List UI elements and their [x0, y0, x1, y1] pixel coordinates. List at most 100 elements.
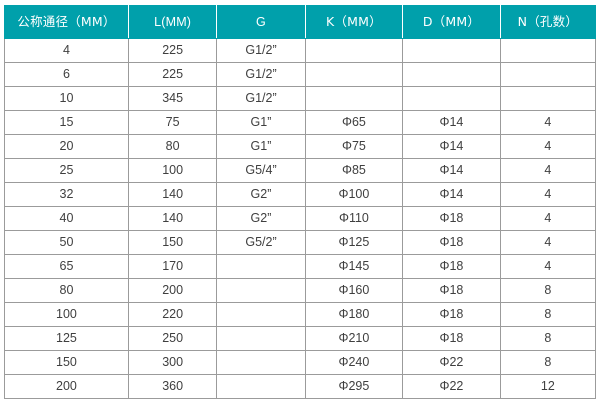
cell-n-holes: 8	[499, 278, 597, 303]
table-row: 4 225 G1/2”	[4, 38, 597, 63]
cell-length: 80	[127, 134, 218, 159]
cell-length: 250	[127, 326, 218, 351]
table-row: 150 300 Φ240 Φ22 8	[4, 350, 597, 375]
cell-n-holes: 4	[499, 158, 597, 183]
cell-thread: G1/2”	[216, 38, 306, 63]
cell-d: Φ14	[402, 182, 501, 207]
cell-thread: G5/2”	[216, 230, 306, 255]
cell-nominal-diameter: 10	[4, 86, 129, 111]
table-body: 4 225 G1/2” 6 225 G1/2” 10 345 G1/2” 15 75 G1” Φ65 Φ1…	[4, 38, 597, 399]
cell-length: 345	[127, 86, 218, 111]
table-row: 20 80 G1” Φ75 Φ14 4	[4, 134, 597, 159]
cell-length: 300	[127, 350, 218, 375]
table-row: 6 225 G1/2”	[4, 62, 597, 87]
cell-thread	[216, 254, 306, 279]
cell-n-holes: 12	[499, 374, 597, 399]
table-row: 100 220 Φ180 Φ18 8	[4, 302, 597, 327]
table-row: 125 250 Φ210 Φ18 8	[4, 326, 597, 351]
cell-length: 225	[127, 62, 218, 87]
cell-nominal-diameter: 40	[4, 206, 129, 231]
cell-d: Φ18	[402, 230, 501, 255]
cell-n-holes	[499, 38, 597, 63]
cell-d	[402, 86, 501, 111]
cell-thread	[216, 326, 306, 351]
cell-k: Φ100	[304, 182, 404, 207]
cell-n-holes: 8	[499, 326, 597, 351]
column-header-k: K（MM）	[304, 5, 404, 39]
cell-d: Φ18	[402, 302, 501, 327]
cell-thread	[216, 278, 306, 303]
cell-d: Φ18	[402, 278, 501, 303]
cell-k: Φ85	[304, 158, 404, 183]
cell-d: Φ22	[402, 350, 501, 375]
cell-k: Φ240	[304, 350, 404, 375]
cell-d	[402, 38, 501, 63]
cell-d: Φ18	[402, 206, 501, 231]
table-row: 80 200 Φ160 Φ18 8	[4, 278, 597, 303]
cell-thread: G1/2”	[216, 62, 306, 87]
cell-n-holes: 8	[499, 350, 597, 375]
cell-n-holes: 4	[499, 206, 597, 231]
cell-length: 140	[127, 206, 218, 231]
cell-thread: G2”	[216, 206, 306, 231]
cell-k: Φ110	[304, 206, 404, 231]
cell-thread: G1”	[216, 134, 306, 159]
cell-nominal-diameter: 50	[4, 230, 129, 255]
cell-length: 225	[127, 38, 218, 63]
cell-nominal-diameter: 25	[4, 158, 129, 183]
cell-k	[304, 62, 404, 87]
cell-nominal-diameter: 65	[4, 254, 129, 279]
cell-d: Φ18	[402, 254, 501, 279]
table-row: 25 100 G5/4” Φ85 Φ14 4	[4, 158, 597, 183]
cell-length: 170	[127, 254, 218, 279]
column-header-d: D（MM）	[402, 5, 501, 39]
cell-k: Φ160	[304, 278, 404, 303]
table-row: 15 75 G1” Φ65 Φ14 4	[4, 110, 597, 135]
pipe-specification-table: 公称通径（MM） L(MM) G K（MM） D（MM） N（孔数） 4 225 G…	[4, 5, 597, 399]
cell-length: 360	[127, 374, 218, 399]
table-row: 10 345 G1/2”	[4, 86, 597, 111]
cell-thread	[216, 374, 306, 399]
cell-k: Φ210	[304, 326, 404, 351]
cell-n-holes	[499, 86, 597, 111]
cell-length: 75	[127, 110, 218, 135]
cell-k: Φ180	[304, 302, 404, 327]
table-row: 50 150 G5/2” Φ125 Φ18 4	[4, 230, 597, 255]
cell-length: 200	[127, 278, 218, 303]
cell-nominal-diameter: 4	[4, 38, 129, 63]
table-row: 65 170 Φ145 Φ18 4	[4, 254, 597, 279]
cell-d: Φ14	[402, 134, 501, 159]
column-header-thread: G	[216, 5, 306, 39]
cell-thread: G1/2”	[216, 86, 306, 111]
cell-d: Φ14	[402, 158, 501, 183]
column-header-nominal-diameter: 公称通径（MM）	[4, 5, 129, 39]
cell-d: Φ14	[402, 110, 501, 135]
cell-nominal-diameter: 20	[4, 134, 129, 159]
cell-n-holes: 4	[499, 110, 597, 135]
cell-length: 140	[127, 182, 218, 207]
cell-k: Φ65	[304, 110, 404, 135]
table-header: 公称通径（MM） L(MM) G K（MM） D（MM） N（孔数）	[4, 5, 597, 39]
cell-nominal-diameter: 150	[4, 350, 129, 375]
cell-n-holes	[499, 62, 597, 87]
cell-d	[402, 62, 501, 87]
cell-nominal-diameter: 6	[4, 62, 129, 87]
column-header-n-holes: N（孔数）	[499, 5, 597, 39]
cell-d: Φ18	[402, 326, 501, 351]
cell-length: 220	[127, 302, 218, 327]
cell-thread: G2”	[216, 182, 306, 207]
cell-nominal-diameter: 15	[4, 110, 129, 135]
column-header-length: L(MM)	[127, 5, 218, 39]
table-row: 32 140 G2” Φ100 Φ14 4	[4, 182, 597, 207]
cell-thread	[216, 302, 306, 327]
cell-k: Φ125	[304, 230, 404, 255]
cell-nominal-diameter: 32	[4, 182, 129, 207]
cell-nominal-diameter: 125	[4, 326, 129, 351]
cell-thread	[216, 350, 306, 375]
cell-nominal-diameter: 80	[4, 278, 129, 303]
cell-nominal-diameter: 100	[4, 302, 129, 327]
cell-n-holes: 4	[499, 134, 597, 159]
cell-thread: G5/4”	[216, 158, 306, 183]
table-header-row: 公称通径（MM） L(MM) G K（MM） D（MM） N（孔数）	[4, 5, 597, 39]
